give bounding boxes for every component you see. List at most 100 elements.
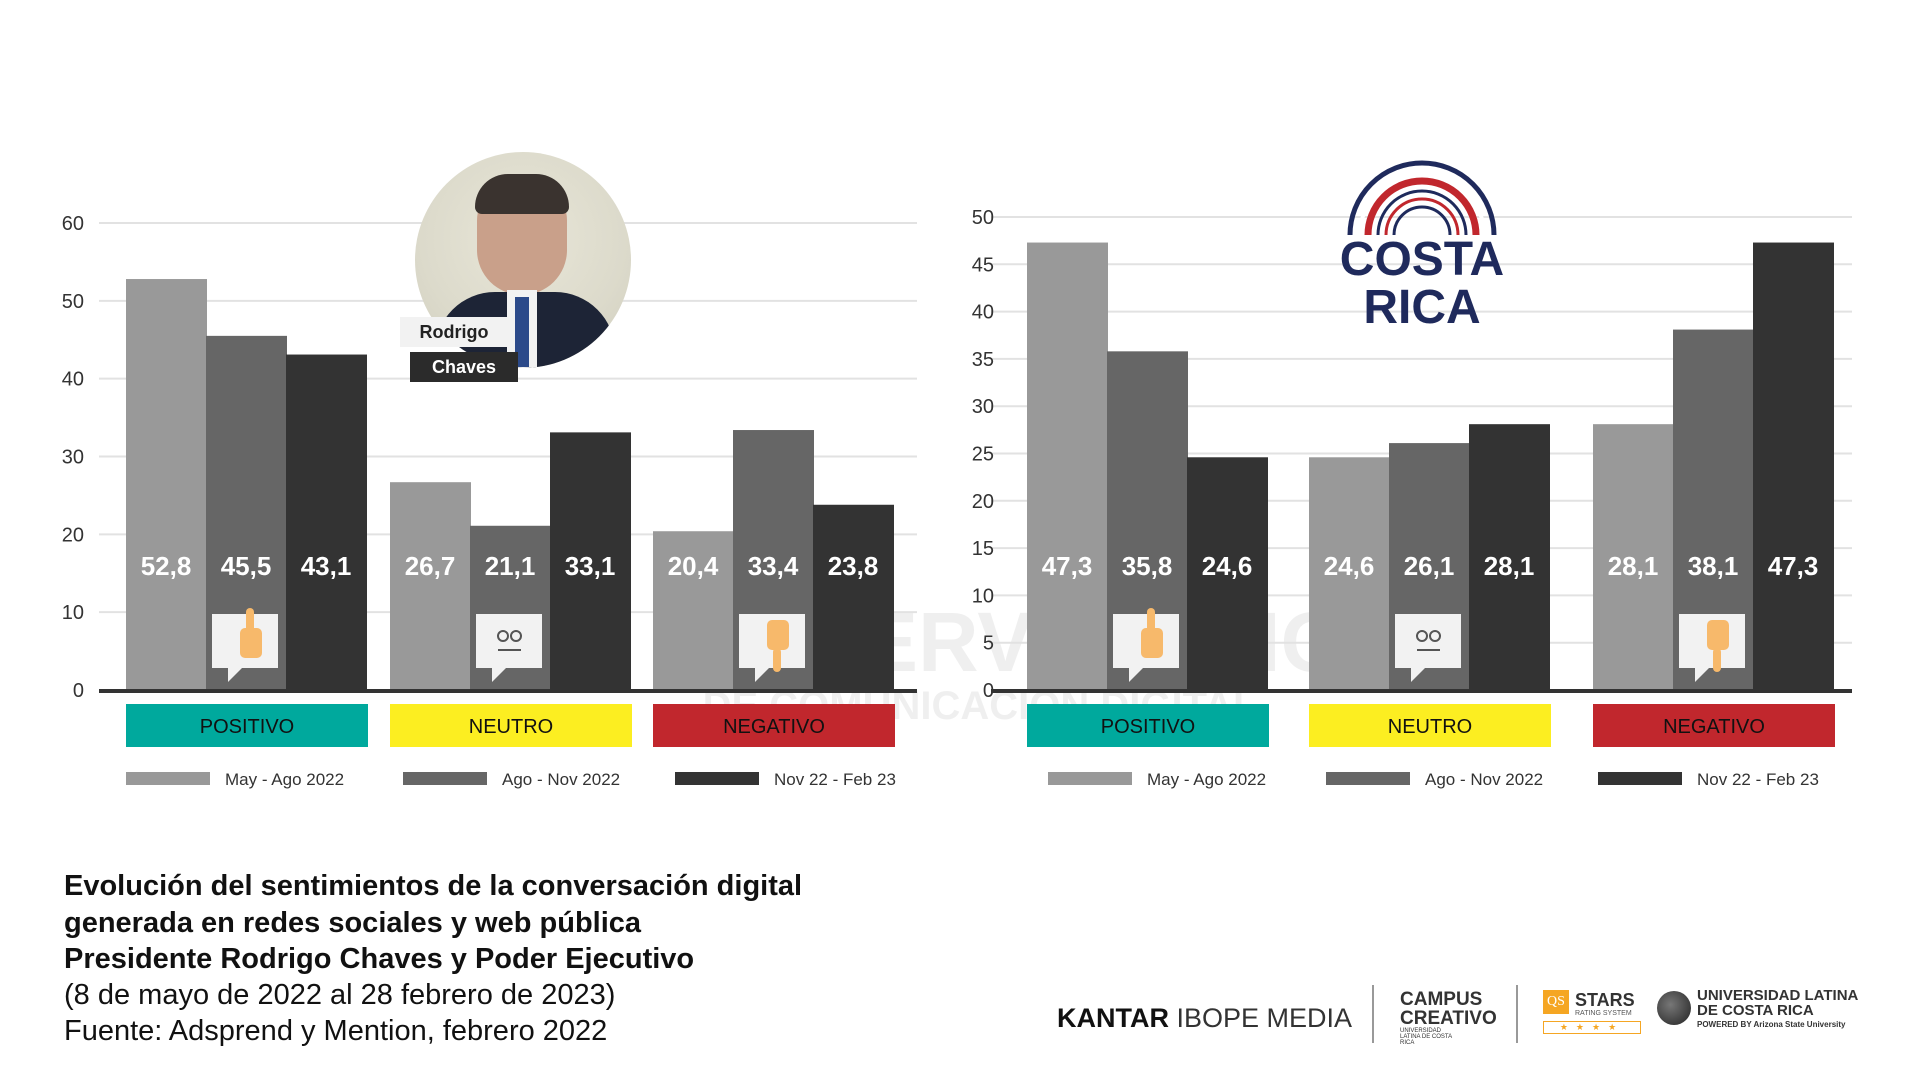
bar [1187, 457, 1268, 690]
category-label: NEUTRO [469, 716, 553, 738]
eye [510, 630, 522, 642]
y-tick-label: 10 [62, 602, 84, 624]
legend-label: Nov 22 - Feb 23 [1697, 770, 1819, 789]
data-label: 23,8 [828, 551, 879, 581]
bar [1753, 242, 1834, 691]
legend-label: May - Ago 2022 [225, 770, 344, 789]
speech-bubble-tail [1411, 668, 1425, 682]
data-label: 47,3 [1768, 551, 1819, 581]
eye [497, 630, 509, 642]
campus-creativo-logo: CAMPUS CREATIVO UNIVERSIDAD LATINA DE CO… [1400, 989, 1497, 1046]
category-label: NEGATIVO [723, 716, 825, 738]
name-tag-last: Chaves [410, 352, 518, 382]
legend-label: Ago - Nov 2022 [502, 770, 620, 789]
legend-swatch [126, 772, 210, 785]
hand [1707, 620, 1729, 650]
legend-label: Ago - Nov 2022 [1425, 770, 1543, 789]
speech-bubble-tail [228, 668, 242, 682]
y-tick-label: 10 [972, 585, 994, 607]
data-label: 28,1 [1484, 551, 1535, 581]
speech-bubble-tail [755, 668, 769, 682]
name-tag-first: Rodrigo [400, 317, 508, 347]
y-tick-label: 35 [972, 349, 994, 371]
y-tick-label: 25 [972, 444, 994, 466]
neutral-face-icon [1395, 614, 1461, 682]
y-tick-label: 50 [62, 291, 84, 313]
speech-bubble-tail [1129, 668, 1143, 682]
category-box-positivo [126, 704, 368, 747]
legend-label: Nov 22 - Feb 23 [774, 770, 896, 789]
bar [390, 482, 471, 690]
data-label: 20,4 [668, 551, 719, 581]
y-tick-label: 40 [972, 302, 994, 324]
thumbs-up-icon [212, 608, 278, 682]
chart-0: 0 10 20 30 40 50 60 52,8 45,5 43,1 POSITIVO 26,7 21,… [62, 213, 917, 789]
data-label: 38,1 [1688, 551, 1739, 581]
logo-divider [1516, 985, 1518, 1043]
y-tick-label: 15 [972, 538, 994, 560]
bar [1593, 424, 1674, 690]
thumb [246, 608, 254, 632]
category-box-negativo [653, 704, 895, 747]
y-tick-label: 0 [73, 680, 84, 702]
category-box-neutro [1309, 704, 1551, 747]
data-label: 35,8 [1122, 551, 1173, 581]
neutral-face-icon [476, 614, 542, 682]
y-tick-label: 20 [62, 524, 84, 546]
caption-source: Fuente: Adsprend y Mention, febrero 2022 [64, 1015, 608, 1047]
bar [813, 504, 894, 690]
caption-title-3: Presidente Rodrigo Chaves y Poder Ejecut… [64, 943, 695, 975]
data-label: 24,6 [1324, 551, 1375, 581]
thumbs-down-icon [739, 614, 805, 682]
category-box-positivo [1027, 704, 1269, 747]
globe-icon [1657, 991, 1691, 1025]
category-label: NEGATIVO [1663, 716, 1765, 738]
bar [653, 531, 734, 690]
speech-bubble-tail [492, 668, 506, 682]
logo-divider [1372, 985, 1374, 1043]
eye [1429, 630, 1441, 642]
speech-bubble [1395, 614, 1461, 668]
caption-title-2: generada en redes sociales y web pública [64, 907, 642, 939]
bar [286, 354, 367, 690]
hand [767, 620, 789, 650]
data-label: 26,7 [405, 551, 456, 581]
y-tick-label: 45 [972, 254, 994, 276]
data-label: 43,1 [301, 551, 352, 581]
kantar-ibope-logo: KANTAR IBOPE MEDIA [1057, 1003, 1353, 1033]
costa-rica-logo: COSTA RICA [1330, 160, 1514, 335]
thumbs-up-icon [1113, 608, 1179, 682]
legend-swatch [1048, 772, 1132, 785]
thumb [1147, 608, 1155, 632]
y-tick-label: 20 [972, 491, 994, 513]
speech-bubble-tail [1695, 668, 1709, 682]
data-label: 26,1 [1404, 551, 1455, 581]
legend-swatch [1598, 772, 1682, 785]
data-label: 33,1 [565, 551, 616, 581]
legend-swatch [1326, 772, 1410, 785]
data-label: 45,5 [221, 551, 272, 581]
legend-swatch [403, 772, 487, 785]
chart-1: 0 5 10 15 20 25 30 35 40 45 50 47,3 35,8 24,6 POSITIVO… [972, 207, 1852, 789]
data-label: 21,1 [485, 551, 536, 581]
y-tick-label: 50 [972, 207, 994, 229]
data-label: 33,4 [748, 551, 799, 581]
bar [1027, 242, 1108, 691]
bar [550, 432, 631, 690]
legend-swatch [675, 772, 759, 785]
hand [1141, 628, 1163, 658]
bar [1469, 424, 1550, 690]
category-box-neutro [390, 704, 632, 747]
caption-period: (8 de mayo de 2022 al 28 febrero de 2023… [64, 979, 616, 1011]
y-tick-label: 30 [972, 396, 994, 418]
caption-title-1: Evolución del sentimientos de la convers… [64, 870, 803, 902]
category-label: NEUTRO [1388, 716, 1472, 738]
y-tick-label: 60 [62, 213, 84, 235]
y-tick-label: 40 [62, 369, 84, 391]
eye [1416, 630, 1428, 642]
stars-rating-icon: ★★★★ [1543, 1021, 1641, 1034]
data-label: 52,8 [141, 551, 192, 581]
costa-rica-arc-icon [1347, 160, 1497, 236]
data-label: 24,6 [1202, 551, 1253, 581]
thumbs-down-icon [1679, 614, 1745, 682]
